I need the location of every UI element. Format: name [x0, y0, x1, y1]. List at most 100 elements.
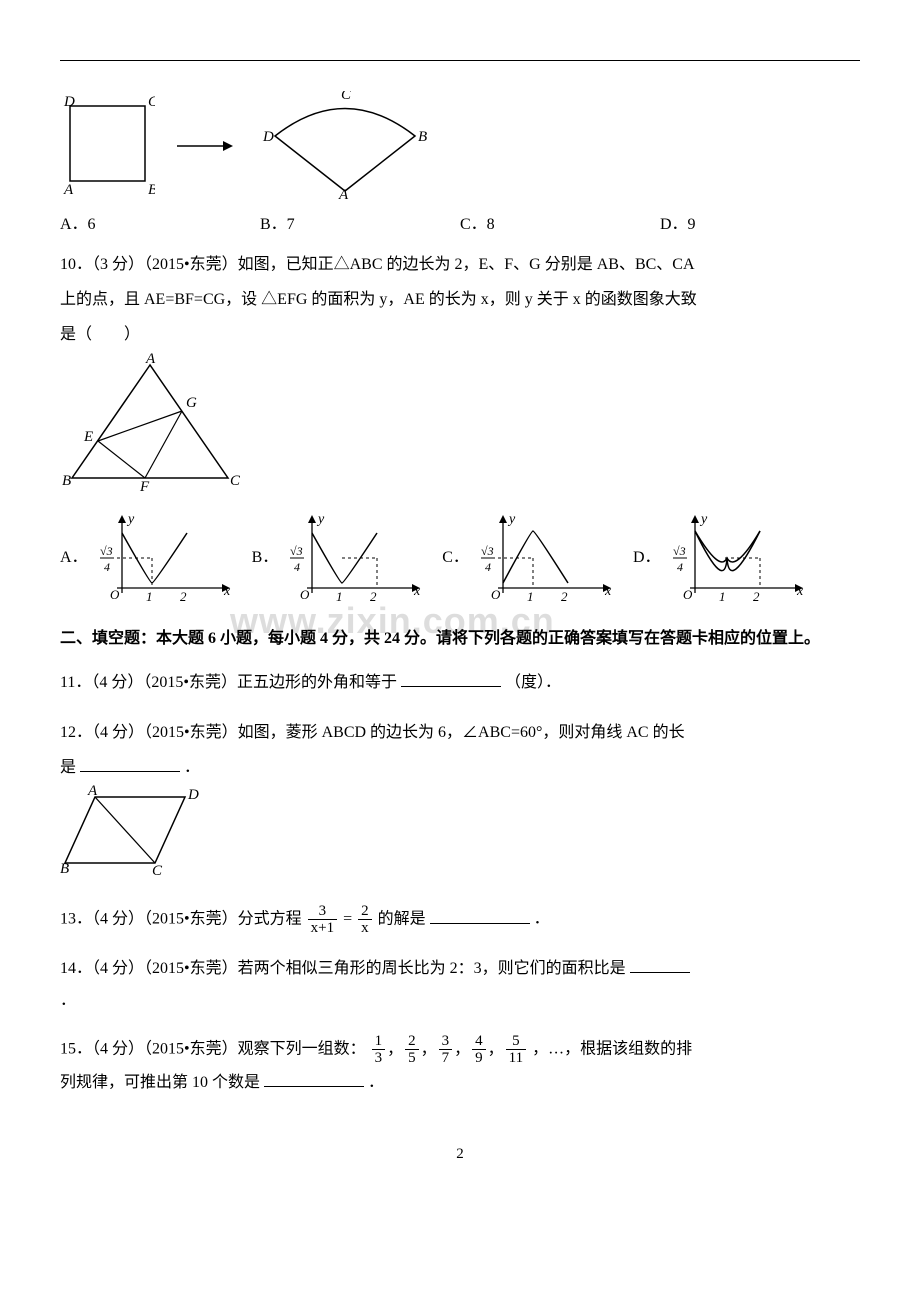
- svg-text:A: A: [338, 187, 349, 201]
- q10-option-d-label: D．: [633, 542, 661, 574]
- svg-text:B: B: [62, 473, 71, 489]
- q11: 11．（4 分）（2015•东莞）正五边形的外角和等于 （度）．: [60, 667, 860, 699]
- svg-text:O: O: [491, 587, 501, 602]
- svg-text:O: O: [110, 587, 120, 602]
- q12-rhombus-figure: A D B C: [60, 785, 200, 875]
- q14-suffix: ．: [60, 985, 860, 1017]
- svg-text:O: O: [683, 587, 693, 602]
- q15-line2-prefix: 列规律，可推出第 10 个数是: [60, 1074, 260, 1091]
- svg-text:A: A: [145, 353, 156, 367]
- q13-prefix: 13．（4 分）（2015•东莞）分式方程: [60, 911, 302, 928]
- svg-text:4: 4: [104, 560, 110, 574]
- svg-text:2: 2: [753, 589, 760, 603]
- q9-fan-figure: D B C A: [255, 91, 435, 201]
- q10-graph-b: O 1 2 x y √3 4: [282, 513, 422, 603]
- svg-text:4: 4: [485, 560, 491, 574]
- q10-option-d: D． O 1 2 x y √3 4: [633, 513, 805, 603]
- q15-frac-4: 511: [506, 1033, 526, 1067]
- svg-text:1: 1: [719, 589, 726, 603]
- svg-text:1: 1: [527, 589, 534, 603]
- q12: 12．（4 分）（2015•东莞）如图，菱形 ABCD 的边长为 6，∠ABC=…: [60, 715, 860, 887]
- svg-text:C: C: [230, 473, 240, 489]
- q13-frac-right-num: 2: [358, 903, 372, 920]
- q13-frac-left: 3 x+1: [308, 903, 337, 937]
- q11-prefix: 11．（4 分）（2015•东莞）正五边形的外角和等于: [60, 674, 397, 691]
- q15-prefix: 15．（4 分）（2015•东莞）观察下列一组数：: [60, 1041, 366, 1058]
- svg-text:A: A: [87, 785, 98, 799]
- q10: 10．（3 分）（2015•东莞）如图，已知正△ABC 的边长为 2，E、F、G…: [60, 247, 860, 603]
- q10-text-line1: 10．（3 分）（2015•东莞）如图，已知正△ABC 的边长为 2，E、F、G…: [60, 247, 860, 282]
- q10-text-line3: 是（ ）: [60, 317, 860, 352]
- q10-triangle-figure: A B C E F G: [60, 353, 240, 493]
- q13-frac-left-den: x+1: [308, 919, 337, 937]
- q15-frac-1: 25: [405, 1033, 419, 1067]
- q13-frac-right: 2 x: [358, 903, 372, 937]
- svg-text:O: O: [300, 587, 310, 602]
- q13-mid: 的解是: [378, 911, 426, 928]
- q10-graph-options: A． O 1 2 x y √3 4 B．: [60, 513, 860, 603]
- q9-option-b: B．7: [260, 209, 460, 241]
- svg-text:4: 4: [677, 560, 683, 574]
- svg-text:4: 4: [294, 560, 300, 574]
- q15-blank: [264, 1068, 364, 1087]
- svg-text:y: y: [507, 513, 516, 527]
- svg-text:x: x: [413, 584, 421, 599]
- q15: 15．（4 分）（2015•东莞）观察下列一组数： 13，25，37，49，51…: [60, 1033, 860, 1099]
- svg-text:D: D: [187, 787, 199, 803]
- q12-line1: 12．（4 分）（2015•东莞）如图，菱形 ABCD 的边长为 6，∠ABC=…: [60, 715, 860, 750]
- q12-line2-suffix: ．: [184, 759, 200, 776]
- svg-text:x: x: [223, 584, 231, 599]
- svg-text:1: 1: [336, 589, 343, 603]
- svg-text:2: 2: [180, 589, 187, 603]
- q9-option-d: D．9: [660, 209, 860, 241]
- q15-mid: ，…，根据该组数的排: [532, 1041, 692, 1058]
- q9-option-c: C．8: [460, 209, 660, 241]
- q14: 14．（4 分）（2015•东莞）若两个相似三角形的周长比为 2：3，则它们的面…: [60, 953, 860, 1017]
- svg-text:C: C: [341, 91, 352, 103]
- q11-blank: [401, 667, 501, 686]
- svg-text:x: x: [604, 584, 612, 599]
- q10-option-c: C． O 1 2 x y √3 4: [442, 513, 613, 603]
- q10-graph-a: O 1 2 x y √3 4: [92, 513, 232, 603]
- q12-blank: [80, 753, 180, 772]
- q9-arrow-icon: [175, 136, 235, 156]
- q10-option-a-label: A．: [60, 542, 88, 574]
- svg-text:y: y: [316, 513, 325, 527]
- page-number: 2: [60, 1139, 860, 1169]
- q13-suffix: ．: [534, 911, 550, 928]
- q15-frac-3: 49: [472, 1033, 486, 1067]
- svg-text:B: B: [418, 129, 427, 145]
- svg-text:C: C: [148, 96, 155, 110]
- svg-text:G: G: [186, 395, 197, 411]
- svg-text:A: A: [63, 182, 74, 196]
- q15-frac-2: 37: [439, 1033, 453, 1067]
- svg-text:x: x: [796, 584, 804, 599]
- q9-square-figure: D C A B: [60, 96, 155, 196]
- q9-figures: D C A B D B C A: [60, 91, 860, 201]
- q10-option-a: A． O 1 2 x y √3 4: [60, 513, 232, 603]
- header-rule: [60, 60, 860, 61]
- svg-text:D: D: [262, 129, 274, 145]
- svg-text:√3: √3: [100, 544, 113, 558]
- q10-option-b-label: B．: [252, 542, 279, 574]
- q13-eq: =: [343, 911, 352, 928]
- q15-fraction-list: 13，25，37，49，511: [370, 1041, 529, 1058]
- q9-option-a: A．6: [60, 209, 260, 241]
- section-2-header: 二、填空题：本大题 6 小题，每小题 4 分，共 24 分。请将下列各题的正确答…: [60, 623, 860, 655]
- svg-text:2: 2: [370, 589, 377, 603]
- svg-text:E: E: [83, 429, 93, 445]
- q10-graph-d: O 1 2 x y √3 4: [665, 513, 805, 603]
- q13: 13．（4 分）（2015•东莞）分式方程 3 x+1 = 2 x 的解是 ．: [60, 903, 860, 937]
- q14-prefix: 14．（4 分）（2015•东莞）若两个相似三角形的周长比为 2：3，则它们的面…: [60, 960, 626, 977]
- q12-line2-prefix: 是: [60, 759, 76, 776]
- q10-text-line2: 上的点，且 AE=BF=CG，设 △EFG 的面积为 y，AE 的长为 x，则 …: [60, 282, 860, 317]
- svg-text:D: D: [63, 96, 75, 110]
- svg-text:2: 2: [561, 589, 568, 603]
- svg-text:B: B: [148, 182, 155, 196]
- q14-blank: [630, 954, 690, 973]
- svg-text:1: 1: [146, 589, 153, 603]
- svg-text:y: y: [699, 513, 708, 527]
- q10-option-b: B． O 1 2 x y √3 4: [252, 513, 423, 603]
- svg-text:√3: √3: [481, 544, 494, 558]
- q9-options: A．6 B．7 C．8 D．9: [60, 209, 860, 241]
